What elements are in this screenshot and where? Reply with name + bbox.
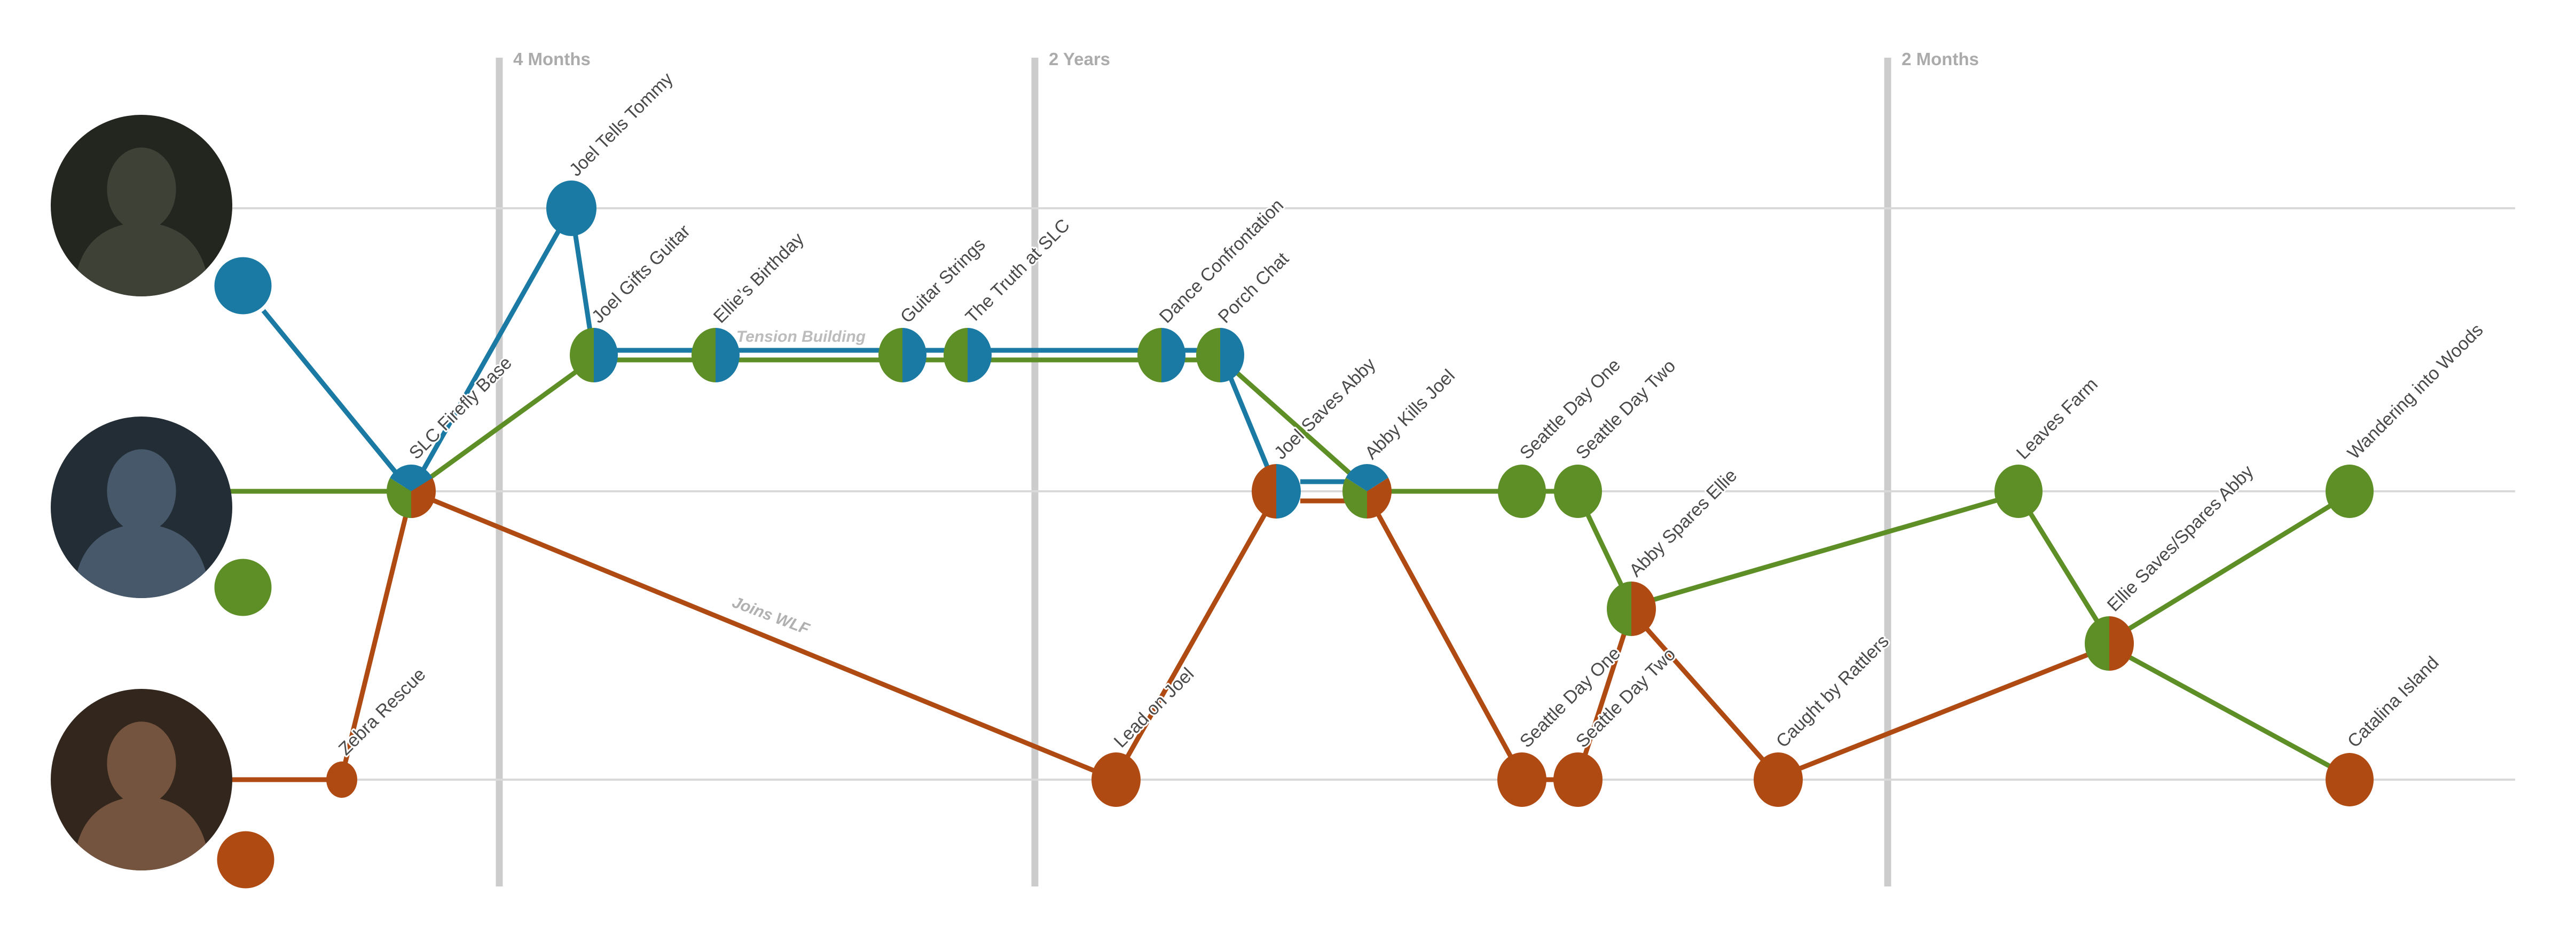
event-node-joel-tells-tommy [546,180,596,236]
event-node-zebra-rescue [326,762,357,798]
event-label-seattle-day-two-ellie: Seattle Day Two [1572,356,1679,463]
timeline-bar-4-months [496,58,503,886]
edge-abby-17 [339,493,414,778]
ellie-avatar [51,417,276,620]
event-node-dance-confrontation [1137,328,1185,382]
event-label-joel-tells-tommy: Joel Tells Tommy [566,69,677,180]
event-node-abby-spares-ellie [1607,582,1656,636]
event-label-caught-by-rattlers: Caught by Rattlers [1772,631,1893,752]
edge-joel-1 [409,207,574,493]
event-node-caught-by-rattlers [1754,752,1803,807]
abby-avatar [51,689,278,892]
event-label-wandering-into-woods: Wandering into Woods [2344,320,2487,464]
event-node-abby-kills-joel [1342,464,1392,519]
event-node-lead-on-joel [1091,752,1141,807]
event-node-seattle-day-one-ellie [1498,465,1546,518]
event-label-seattle-day-one-abby: Seattle Day One [1516,643,1624,751]
event-node-guitar-strings [878,328,926,382]
ellie-color-badge [210,555,276,620]
event-label-abby-spares-ellie: Abby Spares Ellie [1625,465,1741,581]
event-node-joel-saves-abby [1252,464,1301,519]
joel-color-badge [210,253,276,318]
edge-abby-21 [1365,492,1524,779]
timeline-bar-2-months [1884,58,1891,886]
event-label-leaves-farm: Leaves Farm [2013,374,2102,463]
event-node-seattle-day-two-abby [1553,752,1603,807]
edge-abby-23 [1575,610,1634,778]
event-node-ellie-saves-spares-abby [2085,616,2134,671]
event-node-seattle-day-two-ellie [1554,465,1602,518]
edge-abby-25 [1777,643,2110,780]
edge-ellie-9 [1219,356,1369,491]
timeline-marker-2-years: 2 Years [1031,49,1110,886]
event-node-the-truth-at-slc [944,328,992,382]
timeline-label-2-months: 2 Months [1902,49,1979,69]
annotation-joins-wlf: Joins WLF [730,593,812,638]
event-node-leaves-farm [1994,465,2043,518]
ellie-portrait-silhouette [73,449,210,598]
event-label-seattle-day-one-ellie: Seattle Day One [1516,355,1624,463]
joel-avatar [51,115,276,318]
edge-abby-18 [410,489,1117,782]
event-label-seattle-day-two-abby: Seattle Day Two [1572,644,1679,751]
edge-ellie-14 [2108,492,2351,643]
edge-ellie-12 [1630,491,2020,609]
timeline-marker-2-months: 2 Months [1884,49,1979,886]
event-label-the-truth-at-slc: The Truth at SLC [962,215,1074,327]
event-label-lead-on-joel: Lead on Joel [1110,664,1198,752]
event-node-catalina-island [2326,753,2374,806]
event-label-ellies-birthday: Ellie’s Birthday [710,229,808,327]
event-node-joel-gifts-guitar [570,328,618,382]
timeline-marker-4-months: 4 Months [496,49,591,886]
edge-ellie-15 [2108,644,2351,779]
event-node-seattle-day-one-abby [1497,752,1546,807]
event-node-wandering-into-woods [2326,465,2374,518]
event-node-slc-firefly-base [387,465,436,518]
event-label-zebra-rescue: Zebra Rescue [335,664,430,759]
event-label-joel-gifts-guitar: Joel Gifts Guitar [588,221,694,327]
event-label-ellie-saves-spares-abby: Ellie Saves/Spares Abby [2103,461,2258,616]
edge-abby-19 [1114,492,1278,779]
abby-portrait-silhouette [73,721,210,870]
event-node-porch-chat [1196,328,1244,382]
timeline-label-2-years: 2 Years [1049,49,1110,69]
edge-abby-24 [1629,610,1780,779]
edge-ellie-13 [2016,492,2111,642]
joel-portrait-silhouette [73,147,210,296]
timeline-bar-2-years [1031,58,1039,886]
annotation-tension-building: Tension Building [736,328,866,346]
event-node-ellies-birthday [692,328,740,382]
edge-ellie-7 [410,357,595,493]
abby-color-badge [213,827,278,892]
timeline-label-4-months: 4 Months [513,49,591,69]
edge-joel-0 [241,284,413,493]
event-label-catalina-island: Catalina Island [2344,653,2443,752]
event-label-abby-kills-joel: Abby Kills Joel [1361,365,1459,463]
